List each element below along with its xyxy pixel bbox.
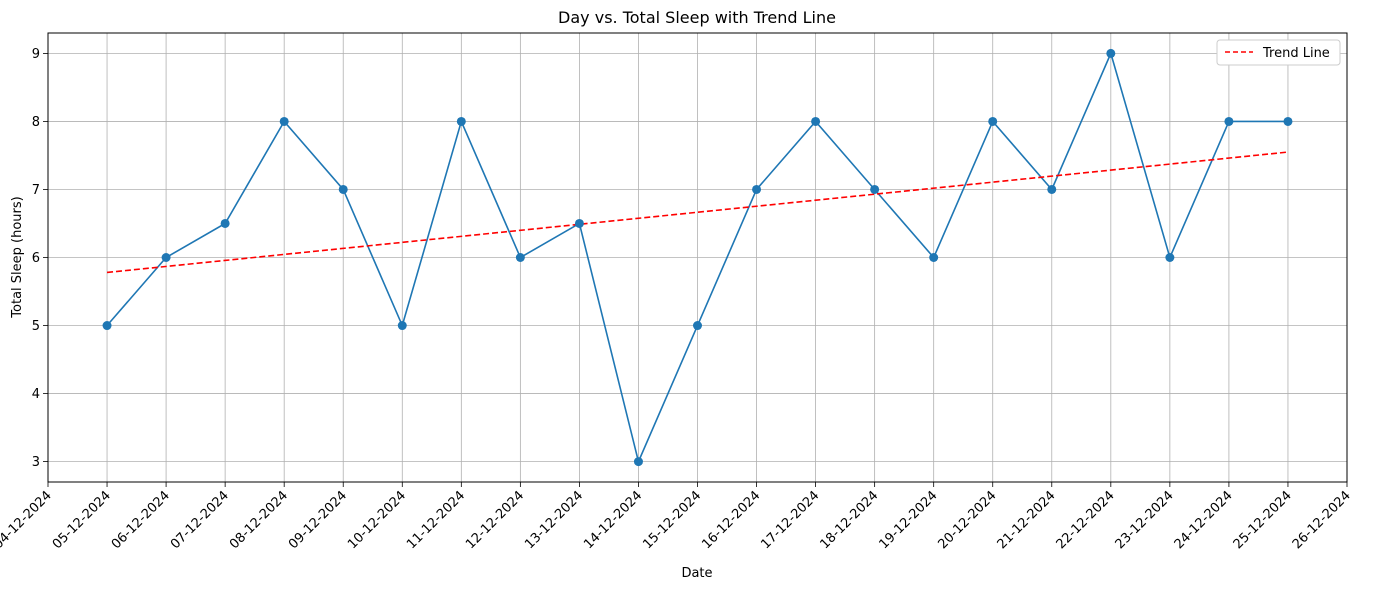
y-tick-label: 4 bbox=[32, 387, 40, 402]
data-point bbox=[929, 253, 939, 262]
y-tick-label: 3 bbox=[32, 455, 40, 470]
data-point bbox=[574, 218, 584, 228]
data-point bbox=[1106, 48, 1116, 58]
x-axis-label: Date bbox=[681, 566, 712, 581]
legend-box bbox=[1216, 39, 1341, 66]
data-point bbox=[397, 321, 407, 331]
data-point bbox=[102, 321, 112, 331]
data-point bbox=[633, 457, 643, 467]
series-layer bbox=[102, 48, 1293, 467]
data-point bbox=[456, 116, 466, 126]
data-point bbox=[988, 116, 998, 126]
y-tick-label: 6 bbox=[32, 251, 40, 266]
y-tick-label: 9 bbox=[32, 47, 40, 62]
data-point bbox=[1165, 253, 1175, 262]
data-point bbox=[1283, 116, 1293, 126]
data-point bbox=[338, 184, 348, 194]
chart-title: Day vs. Total Sleep with Trend Line bbox=[558, 8, 836, 27]
legend: Trend Line bbox=[1216, 39, 1341, 66]
data-point bbox=[220, 218, 230, 228]
y-tick-label: 8 bbox=[32, 115, 40, 130]
data-point bbox=[811, 116, 821, 126]
data-point bbox=[693, 321, 702, 331]
data-point bbox=[515, 253, 525, 262]
grid-lines bbox=[47, 33, 1348, 482]
y-tick-label: 7 bbox=[32, 183, 40, 198]
data-point bbox=[161, 253, 171, 262]
data-point bbox=[279, 116, 289, 126]
data-point bbox=[1224, 116, 1234, 126]
data-point bbox=[870, 184, 880, 194]
data-point bbox=[1047, 184, 1057, 194]
data-point bbox=[752, 184, 762, 194]
legend-trend-line-label: Trend Line bbox=[1262, 46, 1330, 61]
y-tick-label: 5 bbox=[32, 319, 40, 334]
y-axis-label: Total Sleep (hours) bbox=[10, 196, 25, 318]
